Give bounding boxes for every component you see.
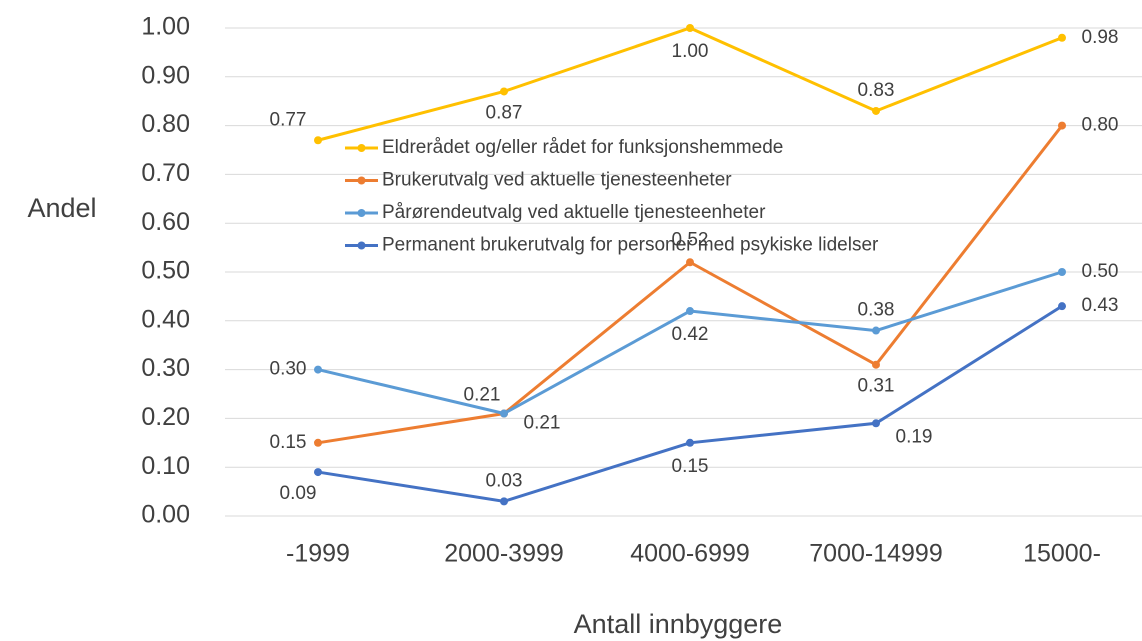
y-tick-label: 0.60 <box>141 208 190 236</box>
data-label: 1.00 <box>672 41 709 62</box>
data-label: 0.30 <box>270 359 307 380</box>
data-point <box>872 326 880 335</box>
legend-label: Eldrerådet og/eller rådet for funksjonsh… <box>382 137 783 158</box>
x-tick-label: 7000-14999 <box>809 540 942 568</box>
data-point <box>686 307 694 316</box>
data-label: 0.19 <box>896 426 933 447</box>
data-point <box>872 106 880 115</box>
y-tick-label: 0.80 <box>141 110 190 138</box>
y-tick-label: 0.00 <box>141 501 190 529</box>
data-label: 0.15 <box>672 456 709 477</box>
data-point <box>500 497 508 506</box>
legend-marker <box>357 144 366 152</box>
y-tick-label: 0.90 <box>141 61 190 89</box>
y-tick-label: 1.00 <box>141 13 190 41</box>
y-tick-label: 0.30 <box>141 354 190 382</box>
data-point <box>872 360 880 369</box>
data-label: 0.31 <box>858 376 895 397</box>
data-label: 0.03 <box>486 470 523 491</box>
legend-marker <box>357 176 366 185</box>
y-tick-label: 0.20 <box>141 403 190 431</box>
y-tick-label: 0.40 <box>141 305 190 333</box>
data-point <box>314 438 322 447</box>
data-label: 0.21 <box>464 385 501 406</box>
y-axis-title: Andel <box>27 193 96 223</box>
data-point <box>1058 302 1066 311</box>
data-point <box>686 258 694 267</box>
data-label: 0.38 <box>858 300 895 321</box>
data-label: 0.09 <box>280 483 317 504</box>
data-point <box>1058 33 1066 42</box>
data-point <box>686 24 694 32</box>
y-tick-label: 0.50 <box>141 257 190 285</box>
data-point <box>1058 121 1066 130</box>
legend-marker <box>357 241 366 250</box>
x-axis-title: Antall innbyggere <box>574 609 783 639</box>
legend-label: Pårørendeutvalg ved aktuelle tjenesteenh… <box>382 202 766 223</box>
data-label: 0.87 <box>486 102 523 123</box>
data-point <box>1058 268 1066 276</box>
data-label: 0.52 <box>672 229 709 250</box>
data-point <box>314 136 322 145</box>
data-label: 0.98 <box>1082 27 1119 48</box>
data-point <box>500 409 508 418</box>
x-tick-label: 2000-3999 <box>444 540 564 568</box>
x-tick-label: -1999 <box>286 540 350 568</box>
data-label: 0.42 <box>672 324 709 345</box>
legend-label: Brukerutvalg ved aktuelle tjenesteenhete… <box>382 170 732 191</box>
x-tick-label: 15000- <box>1023 540 1101 568</box>
data-label: 0.83 <box>858 80 895 101</box>
legend-label: Permanent brukerutvalg for personer med … <box>382 235 879 256</box>
data-label: 0.80 <box>1082 115 1119 136</box>
y-tick-label: 0.70 <box>141 159 190 187</box>
data-point <box>314 365 322 374</box>
y-tick-label: 0.10 <box>141 452 190 480</box>
data-label: 0.43 <box>1082 295 1119 316</box>
data-label: 0.77 <box>270 109 307 130</box>
data-point <box>686 438 694 447</box>
data-point <box>872 419 880 428</box>
data-point <box>500 87 508 96</box>
x-tick-label: 4000-6999 <box>630 540 750 568</box>
data-label: 0.50 <box>1082 261 1119 282</box>
data-label: 0.21 <box>524 413 561 434</box>
legend-marker <box>357 209 366 217</box>
data-point <box>314 468 322 477</box>
data-label: 0.15 <box>270 432 307 453</box>
